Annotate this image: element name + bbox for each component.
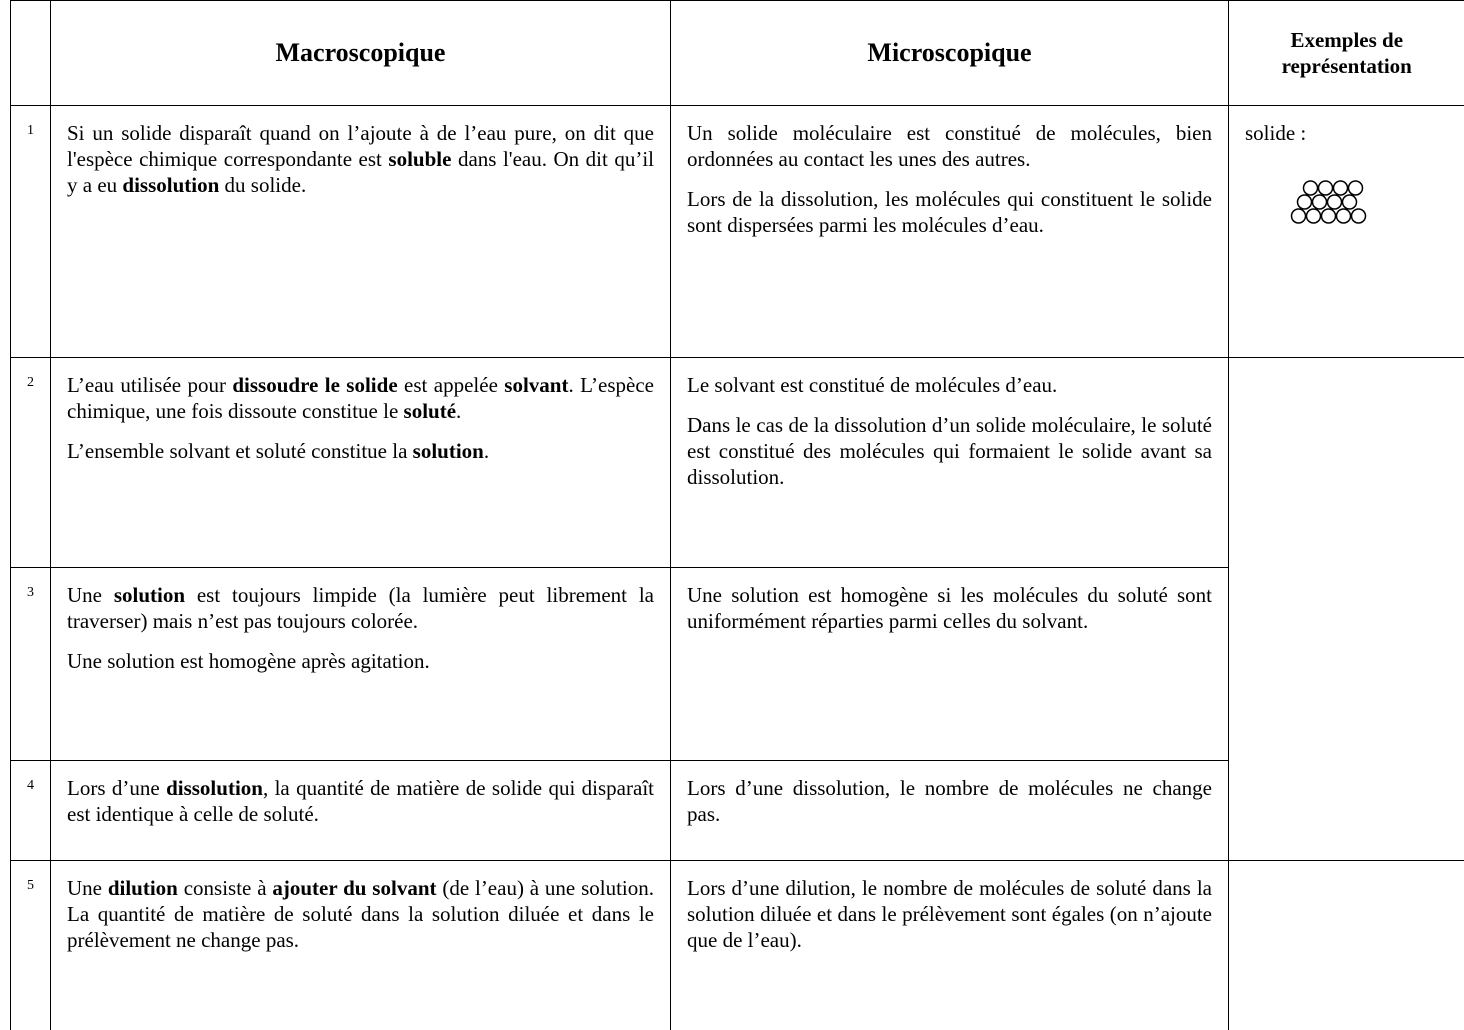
micro-cell: Lors d’une dissolution, le nombre de mol… [671,761,1229,861]
table-row: 2 L’eau utilisée pour dissoudre le solide… [11,358,1464,568]
solid-molecules [1245,146,1445,256]
paragraph: Une solution est homogène après agitatio… [67,648,654,674]
row-number: 1 [11,106,51,358]
bold-text: ajouter du solvant [272,876,436,900]
bold-text: dissolution [122,173,219,197]
header-cell: Macroscopique [51,1,671,106]
text-run: est appelée [398,373,505,397]
macro-cell: Lors d’une dissolution, la quantité de m… [51,761,671,861]
paragraph: Lors d’une dissolution, la quantité de m… [67,775,654,827]
molecule [1298,195,1312,209]
macro-cell: Une solution est toujours limpide (la lu… [51,568,671,761]
row-number: 4 [11,761,51,861]
text-run: Une [67,876,108,900]
paragraph: Une solution est toujours limpide (la lu… [67,582,654,634]
text-run: Dans le cas de la dissolution d’un solid… [687,413,1212,489]
macro-cell: L’eau utilisée pour dissoudre le solide … [51,358,671,568]
text-run: Le solvant est constitué de molécules d’… [687,373,1057,397]
text-run: L’eau utilisée pour [67,373,232,397]
paragraph: L’ensemble solvant et soluté constitue l… [67,438,654,464]
example-label: solide : [1245,120,1449,146]
header-cell: Exemples de représentation [1229,1,1464,106]
molecule [1352,209,1366,223]
row-number: 2 [11,358,51,568]
molecule [1313,195,1327,209]
molecule [1292,209,1306,223]
text-run: . [456,399,461,423]
text-run: Un solide moléculaire est constitué de m… [687,121,1212,171]
paragraph: Dans le cas de la dissolution d’un solid… [687,412,1212,490]
paragraph: Un solide moléculaire est constitué de m… [687,120,1212,172]
text-run: Une [67,583,114,607]
macro-cell: Si un solide disparaît quand on l’ajoute… [51,106,671,358]
bold-text: dissolution [166,776,263,800]
paragraph: Une solution est homogène si les molécul… [687,582,1212,634]
molecule [1319,181,1333,195]
text-run: L’ensemble solvant et soluté constitue l… [67,439,413,463]
text-run: Une solution est homogène après agitatio… [67,649,430,673]
text-run: Une solution est homogène si les molécul… [687,583,1212,633]
bold-text: dissoudre le solide [232,373,397,397]
molecule [1343,195,1357,209]
bold-text: soluble [388,147,451,171]
text-run: Lors d’une dilution, le nombre de molécu… [687,876,1212,952]
text-run: Lors de la dissolution, les molécules qu… [687,187,1212,237]
paragraph: Le solvant est constitué de molécules d’… [687,372,1212,398]
macro-cell: Une dilution consiste à ajouter du solva… [51,861,671,1030]
bold-text: dilution [108,876,178,900]
bold-text: solvant [504,373,568,397]
molecule [1328,195,1342,209]
molecule [1334,181,1348,195]
micro-cell: Une solution est homogène si les molécul… [671,568,1229,761]
example-cell [1229,358,1464,861]
header-row: Macroscopique Microscopique Exemples de … [11,1,1464,106]
row-number: 5 [11,861,51,1030]
example-cell [1229,861,1464,1030]
text-run: consiste à [178,876,272,900]
text-run: Lors d’une [67,776,166,800]
micro-cell: Le solvant est constitué de molécules d’… [671,358,1229,568]
paragraph: Lors d’une dilution, le nombre de molécu… [687,875,1212,953]
molecule [1337,209,1351,223]
header-cell [11,1,51,106]
bold-text: soluté [404,399,457,423]
micro-cell: Lors d’une dilution, le nombre de molécu… [671,861,1229,1030]
paragraph: Lors d’une dissolution, le nombre de mol… [687,775,1212,827]
row-number: 3 [11,568,51,761]
micro-cell: Un solide moléculaire est constitué de m… [671,106,1229,358]
paragraph: Si un solide disparaît quand on l’ajoute… [67,120,654,198]
concept-table: Macroscopique Microscopique Exemples de … [10,0,1464,1030]
molecule [1307,209,1321,223]
molecule [1304,181,1318,195]
example-cell: solide : [1229,106,1464,358]
text-run: du solide. [219,173,306,197]
text-run: . [484,439,489,463]
molecule [1322,209,1336,223]
bold-text: solution [413,439,484,463]
text-run: Lors d’une dissolution, le nombre de mol… [687,776,1212,826]
molecule [1349,181,1363,195]
paragraph: Une dilution consiste à ajouter du solva… [67,875,654,953]
header-cell: Microscopique [671,1,1229,106]
paragraph: L’eau utilisée pour dissoudre le solide … [67,372,654,424]
bold-text: solution [114,583,185,607]
paragraph: Lors de la dissolution, les molécules qu… [687,186,1212,238]
